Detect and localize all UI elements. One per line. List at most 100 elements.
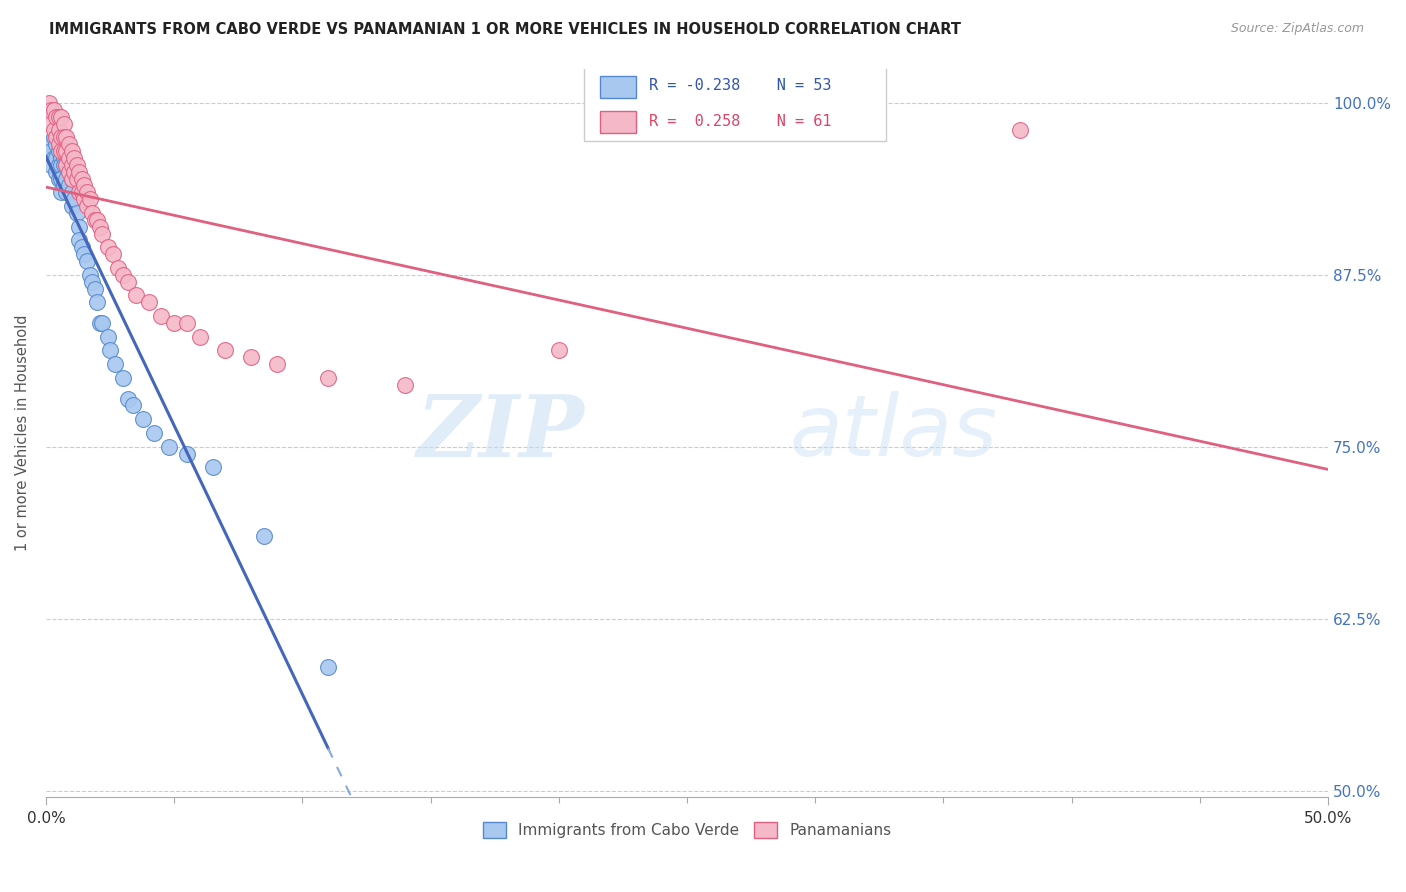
Point: [73, 247, 96, 261]
Point: [83, 282, 105, 296]
Point: [82, 206, 104, 220]
Point: [48, 171, 70, 186]
Point: [122, 399, 145, 413]
Point: [45, 130, 67, 145]
Point: [45, 110, 67, 124]
Point: [76, 186, 98, 200]
Point: [55, 158, 77, 172]
Point: [66, 171, 89, 186]
Text: R = -0.238    N = 53: R = -0.238 N = 53: [648, 78, 831, 93]
Point: [73, 178, 96, 193]
Point: [91, 227, 114, 241]
Text: ZIP: ZIP: [416, 392, 585, 475]
Point: [96, 240, 118, 254]
Point: [60, 199, 83, 213]
Point: [70, 240, 93, 254]
Point: [52, 116, 75, 130]
Point: [98, 343, 121, 358]
Point: [52, 158, 75, 172]
Point: [63, 192, 86, 206]
Point: [45, 164, 67, 178]
Text: atlas: atlas: [790, 392, 998, 475]
Point: [38, 95, 60, 110]
Point: [58, 178, 80, 193]
Point: [51, 158, 73, 172]
Point: [111, 268, 134, 282]
Point: [82, 275, 104, 289]
Point: [60, 144, 83, 158]
Point: [52, 151, 75, 165]
Point: [547, 343, 569, 358]
Point: [67, 234, 90, 248]
Point: [55, 158, 77, 172]
Point: [55, 171, 77, 186]
Point: [42, 130, 65, 145]
Point: [52, 178, 75, 193]
Point: [48, 144, 70, 158]
Point: [60, 186, 83, 200]
Point: [96, 329, 118, 343]
Text: R =  0.258    N = 61: R = 0.258 N = 61: [648, 113, 831, 128]
Point: [48, 110, 70, 124]
Point: [38, 137, 60, 152]
Point: [157, 440, 180, 454]
Point: [51, 130, 73, 145]
Point: [39, 103, 62, 117]
Point: [316, 660, 339, 674]
Point: [63, 151, 86, 165]
Point: [70, 186, 93, 200]
Point: [52, 144, 75, 158]
Point: [51, 186, 73, 200]
Point: [60, 171, 83, 186]
Point: [132, 412, 155, 426]
Point: [67, 164, 90, 178]
Point: [101, 247, 124, 261]
FancyBboxPatch shape: [585, 58, 886, 142]
Point: [176, 316, 198, 330]
Point: [55, 186, 77, 200]
Point: [48, 137, 70, 152]
Point: [83, 212, 105, 227]
Point: [138, 295, 160, 310]
Point: [60, 171, 83, 186]
Point: [117, 392, 139, 406]
Point: [66, 206, 89, 220]
Point: [266, 357, 288, 371]
Point: [79, 268, 101, 282]
Point: [79, 192, 101, 206]
Point: [51, 110, 73, 124]
Point: [316, 371, 339, 385]
Point: [55, 130, 77, 145]
Point: [58, 137, 80, 152]
Point: [60, 158, 83, 172]
Point: [63, 164, 86, 178]
Point: [104, 357, 127, 371]
Point: [45, 151, 67, 165]
Point: [150, 309, 173, 323]
Point: [394, 377, 416, 392]
Point: [39, 144, 62, 158]
Legend: Immigrants from Cabo Verde, Panamanians: Immigrants from Cabo Verde, Panamanians: [477, 816, 897, 845]
Point: [51, 151, 73, 165]
Point: [117, 275, 139, 289]
Point: [67, 186, 90, 200]
Point: [48, 123, 70, 137]
Point: [73, 192, 96, 206]
Point: [253, 529, 276, 543]
Point: [66, 158, 89, 172]
Y-axis label: 1 or more Vehicles in Household: 1 or more Vehicles in Household: [15, 315, 30, 551]
Point: [176, 447, 198, 461]
Point: [45, 137, 67, 152]
Point: [52, 137, 75, 152]
Point: [42, 103, 65, 117]
Point: [42, 151, 65, 165]
Point: [201, 460, 224, 475]
Point: [55, 144, 77, 158]
Point: [214, 343, 236, 358]
Point: [58, 151, 80, 165]
Text: IMMIGRANTS FROM CABO VERDE VS PANAMANIAN 1 OR MORE VEHICLES IN HOUSEHOLD CORRELA: IMMIGRANTS FROM CABO VERDE VS PANAMANIAN…: [49, 22, 962, 37]
FancyBboxPatch shape: [600, 76, 636, 98]
Point: [39, 158, 62, 172]
Point: [91, 316, 114, 330]
Point: [39, 116, 62, 130]
